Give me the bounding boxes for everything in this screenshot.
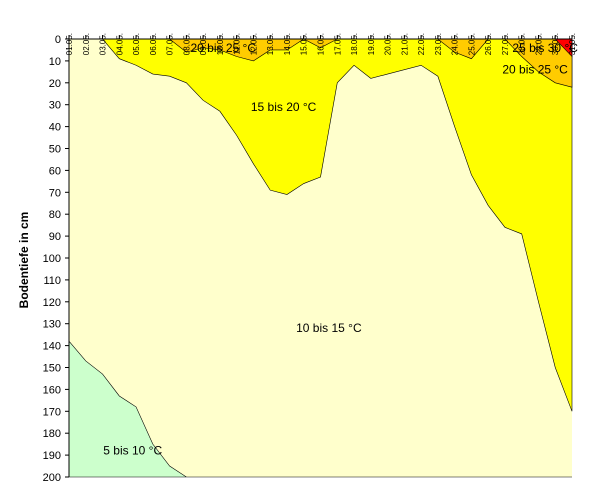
x-axis-date-labels: 01.05. 02.05. 03.05. 04.05. 05.05. 06.05. 07.0… bbox=[65, 33, 577, 55]
x-date-label: 08.05. bbox=[182, 33, 191, 55]
x-date-label: 13.05. bbox=[266, 33, 275, 55]
x-date-label: 04.05. bbox=[115, 33, 124, 55]
x-date-label: 18.05. bbox=[350, 33, 359, 55]
x-date-label: 11.05. bbox=[233, 33, 242, 55]
temperature-areas bbox=[68, 38, 573, 478]
zone-labels: 10 bis 15 °C 5 bis 10 °C 15 bis 20 °C 20 bi… bbox=[103, 41, 578, 458]
zone-label: 20 bis 25 °C bbox=[502, 63, 568, 77]
y-tick-label: 20 bbox=[49, 78, 61, 90]
x-date-label: 06.05. bbox=[149, 33, 158, 55]
zone-label: 20 bis 25 °C bbox=[190, 41, 256, 55]
zone-label: 10 bis 15 °C bbox=[296, 321, 362, 335]
y-tick-label: 70 bbox=[49, 187, 61, 199]
y-tick-label: 170 bbox=[43, 406, 61, 418]
x-date-label: 07.05. bbox=[166, 33, 175, 55]
x-date-label: 31.05. bbox=[568, 33, 577, 55]
x-date-label: 19.05. bbox=[367, 33, 376, 55]
x-date-label: 17.05. bbox=[333, 33, 342, 55]
x-date-label: 30.05. bbox=[551, 33, 560, 55]
area-5-bis-10 bbox=[68, 340, 572, 478]
zone-label: 25 bis 30 °C bbox=[512, 41, 578, 55]
y-tick-label: 120 bbox=[43, 297, 61, 309]
x-date-label: 05.05. bbox=[132, 33, 141, 55]
y-tick-label: 200 bbox=[43, 472, 61, 484]
y-tick-label: 140 bbox=[43, 341, 61, 353]
x-date-label: 29.05. bbox=[534, 33, 543, 55]
y-tick-label: 100 bbox=[43, 253, 61, 265]
x-date-label: 21.05. bbox=[400, 33, 409, 55]
y-tick-label: 60 bbox=[49, 165, 61, 177]
area-15-bis-20 bbox=[69, 38, 573, 412]
x-date-label: 20.05. bbox=[384, 33, 393, 55]
x-date-label: 12.05. bbox=[249, 33, 258, 55]
x-date-label: 10.05. bbox=[216, 33, 225, 55]
x-date-label: 23.05. bbox=[434, 33, 443, 55]
y-tick-label: 40 bbox=[49, 122, 61, 134]
y-tick-label: 130 bbox=[43, 319, 61, 331]
x-date-label: 09.05. bbox=[199, 33, 208, 55]
x-date-label: 28.05. bbox=[518, 33, 527, 55]
x-date-label: 24.05. bbox=[451, 33, 460, 55]
y-tick-label: 80 bbox=[49, 209, 61, 221]
y-tick-label: 190 bbox=[43, 450, 61, 462]
zone-label: 5 bis 10 °C bbox=[103, 444, 162, 458]
y-tick-label: 110 bbox=[43, 275, 61, 287]
y-tick-label: 0 bbox=[55, 34, 61, 46]
x-date-label: 01.05. bbox=[65, 33, 74, 55]
x-date-label: 03.05. bbox=[99, 33, 108, 55]
zone-label: 15 bis 20 °C bbox=[251, 100, 317, 114]
y-tick-label: 180 bbox=[43, 428, 61, 440]
y-axis-title: Bodentiefe in cm bbox=[17, 212, 31, 309]
y-tick-label: 160 bbox=[43, 384, 61, 396]
y-axis-tick-labels: 0 10 20 30 40 50 60 70 80 90 100 110 120 130 140 150 160… bbox=[43, 34, 61, 484]
y-tick-label: 50 bbox=[49, 144, 61, 156]
y-tick-label: 30 bbox=[49, 100, 61, 112]
x-date-label: 26.05. bbox=[484, 33, 493, 55]
x-date-label: 25.05. bbox=[467, 33, 476, 55]
axes bbox=[65, 35, 573, 478]
x-date-label: 27.05. bbox=[501, 33, 510, 55]
y-tick-label: 90 bbox=[49, 231, 61, 243]
y-tick-label: 10 bbox=[49, 56, 61, 68]
y-tick-label: 150 bbox=[43, 363, 61, 375]
x-date-label: 02.05. bbox=[82, 33, 91, 55]
x-date-label: 16.05. bbox=[317, 33, 326, 55]
x-date-label: 22.05. bbox=[417, 33, 426, 55]
x-date-label: 14.05. bbox=[283, 33, 292, 55]
x-date-label: 15.05. bbox=[300, 33, 309, 55]
